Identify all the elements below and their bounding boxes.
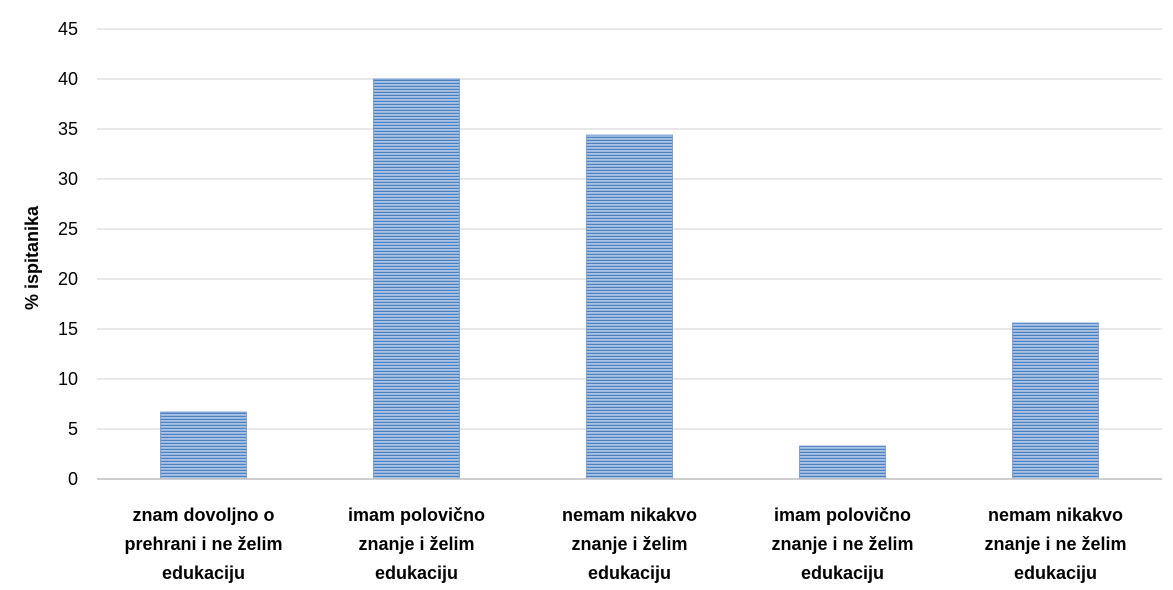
category-label: nemam nikakvo: [562, 505, 697, 525]
y-tick-label: 25: [58, 219, 78, 239]
category-label: imam polovično: [774, 505, 911, 525]
y-tick-label: 0: [68, 469, 78, 489]
bar: [1012, 322, 1099, 480]
category-label: edukaciju: [588, 563, 671, 583]
bar: [373, 78, 460, 480]
category-label: nemam nikakvo: [988, 505, 1123, 525]
category-label: edukaciju: [375, 563, 458, 583]
y-tick-label: 20: [58, 269, 78, 289]
category-label: znanje i ne želim: [984, 534, 1126, 554]
bar: [160, 411, 247, 480]
y-axis-title: % ispitanika: [22, 205, 42, 310]
category-label: edukaciju: [1014, 563, 1097, 583]
y-tick-label: 10: [58, 369, 78, 389]
bars: [160, 78, 1099, 480]
y-tick-label: 15: [58, 319, 78, 339]
y-tick-label: 30: [58, 169, 78, 189]
category-label: edukaciju: [162, 563, 245, 583]
category-label: imam polovično: [348, 505, 485, 525]
y-tick-labels: 0 5 10 15 20 25 30 35 40 45: [58, 19, 78, 489]
y-tick-label: 35: [58, 119, 78, 139]
y-tick-label: 40: [58, 69, 78, 89]
category-label: znam dovoljno o: [133, 505, 275, 525]
category-labels: znam dovoljno o prehrani i ne želim edukac…: [124, 505, 1126, 583]
bar: [586, 134, 673, 480]
category-label: prehrani i ne želim: [124, 534, 282, 554]
category-label: znanje i želim: [571, 534, 687, 554]
y-tick-label: 5: [68, 419, 78, 439]
category-label: znanje i ne želim: [771, 534, 913, 554]
category-label: edukaciju: [801, 563, 884, 583]
bar: [799, 445, 886, 480]
y-tick-label: 45: [58, 19, 78, 39]
category-label: znanje i želim: [358, 534, 474, 554]
